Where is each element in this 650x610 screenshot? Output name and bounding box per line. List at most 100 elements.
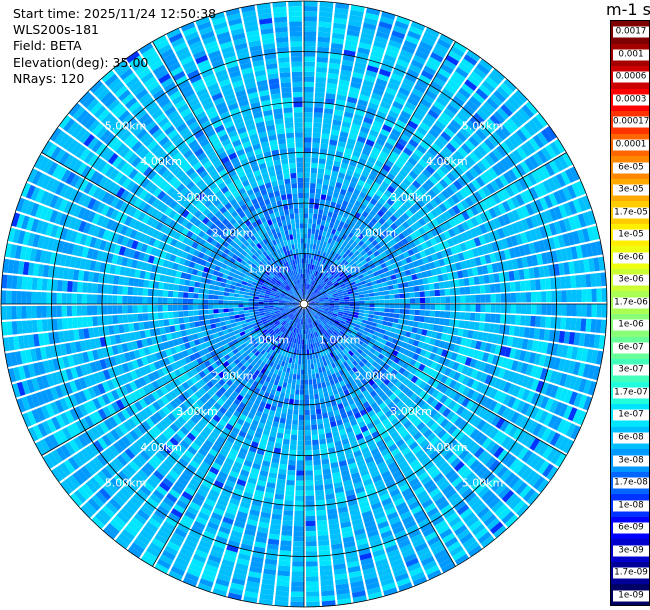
range-gate — [304, 76, 315, 83]
range-gate — [392, 25, 407, 35]
range-gate — [372, 193, 381, 202]
range-gate — [389, 150, 400, 160]
range-gate — [354, 301, 360, 304]
range-gate — [295, 353, 299, 360]
range-gate — [310, 238, 314, 245]
range-gate — [320, 274, 325, 280]
range-gate — [561, 304, 567, 316]
range-gate — [413, 148, 424, 158]
range-gate — [530, 291, 537, 303]
range-gate — [352, 256, 359, 263]
range-gate — [391, 30, 406, 40]
range-gate — [312, 244, 317, 250]
range-gate — [332, 280, 338, 285]
range-gate — [310, 279, 313, 286]
range-gate — [339, 301, 345, 304]
range-gate — [315, 282, 319, 288]
range-gate — [311, 293, 316, 298]
range-gate — [468, 167, 479, 179]
range-gate — [571, 304, 577, 317]
range-gate — [368, 314, 374, 319]
range-gate — [312, 378, 317, 385]
range-gate — [318, 21, 332, 28]
range-gate — [305, 465, 313, 471]
range-gate — [318, 229, 324, 236]
range-gate — [429, 290, 436, 297]
range-gate — [367, 317, 374, 322]
range-gate — [343, 195, 351, 203]
range-gate — [369, 185, 378, 194]
range-gate — [435, 304, 441, 311]
range-gate — [454, 165, 464, 176]
range-gate — [321, 128, 331, 135]
range-gate — [427, 189, 437, 199]
range-gate — [304, 384, 309, 390]
range-gate — [276, 478, 286, 485]
range-gate — [306, 278, 308, 285]
range-gate — [311, 294, 317, 298]
range-gate — [317, 41, 330, 48]
range-gate — [315, 494, 325, 501]
range-gate — [344, 255, 351, 261]
range-gate — [341, 121, 352, 129]
range-gate — [316, 519, 328, 526]
range-gate — [363, 17, 378, 26]
range-gate — [323, 391, 329, 398]
range-gate — [291, 576, 304, 582]
range-gate — [581, 289, 587, 302]
range-gate — [407, 30, 422, 41]
range-gate — [349, 220, 356, 228]
range-gate — [298, 414, 304, 421]
range-gate — [311, 254, 315, 260]
range-gate — [387, 155, 397, 164]
range-gate — [306, 295, 311, 301]
range-gate — [310, 363, 315, 370]
range-gate — [412, 202, 422, 211]
range-gate — [484, 154, 495, 167]
range-gate — [349, 298, 355, 302]
range-gate — [499, 82, 514, 96]
range-gate — [400, 110, 412, 120]
range-gate — [405, 143, 416, 153]
range-gate — [384, 304, 390, 308]
ray — [304, 1, 334, 299]
range-gate — [361, 84, 373, 93]
range-gate — [560, 317, 567, 330]
range-gate — [437, 192, 447, 203]
range-gate — [585, 273, 592, 288]
range-gate — [304, 369, 308, 375]
range-gate — [304, 51, 316, 57]
range-gate — [363, 165, 372, 174]
range-gate — [320, 585, 335, 592]
range-gate — [324, 221, 330, 227]
range-gate — [444, 311, 451, 319]
range-gate — [318, 387, 323, 394]
range-gate — [496, 107, 510, 121]
range-gate — [384, 299, 390, 304]
range-gate — [326, 248, 332, 255]
range-gate — [591, 288, 597, 302]
range-gate — [306, 344, 309, 350]
range-gate — [332, 264, 338, 270]
range-gate — [422, 117, 434, 128]
range-gate — [304, 253, 307, 259]
range-gate — [323, 270, 328, 276]
range-gate — [349, 181, 357, 189]
range-gate — [312, 259, 316, 265]
range-gate — [318, 261, 323, 267]
range-gate — [346, 225, 353, 232]
range-gate — [380, 63, 393, 73]
range-gate — [386, 280, 393, 286]
range-gate — [305, 530, 317, 537]
range-gate — [468, 136, 480, 148]
range-gate — [304, 46, 316, 52]
range-gate — [298, 359, 302, 365]
range-gate — [277, 565, 291, 572]
range-gate — [315, 244, 320, 251]
range-gate — [305, 288, 307, 295]
range-gate — [590, 273, 597, 287]
range-gate — [493, 90, 507, 103]
range-gate — [325, 279, 331, 284]
range-gate — [309, 243, 314, 250]
range-gate — [305, 273, 307, 279]
